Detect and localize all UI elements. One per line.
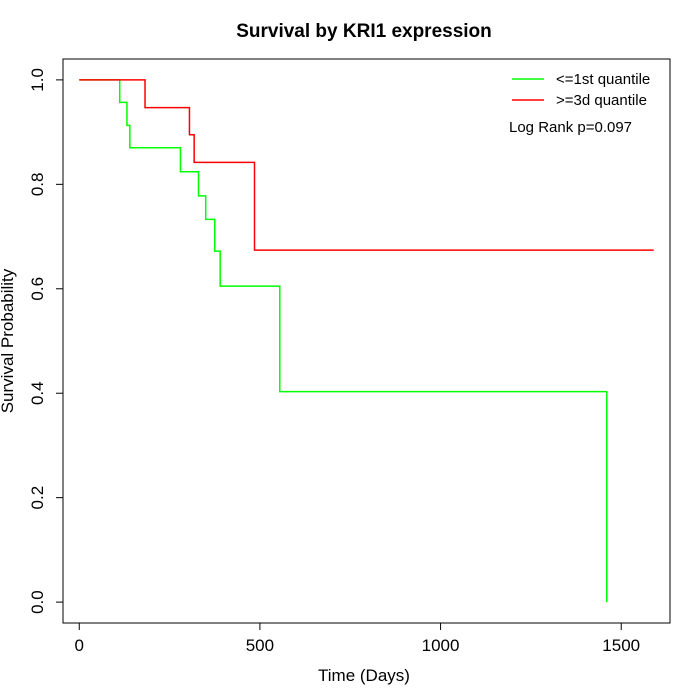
y-axis: 0.0 0.2 0.4 0.6 0.8 1.0: [28, 68, 64, 614]
y-tick-label: 0.2: [28, 486, 47, 510]
plot-frame: [62, 58, 671, 624]
y-tick-label: 0.8: [28, 173, 47, 197]
y-tick-label: 0.4: [28, 381, 47, 405]
y-tick-label: 0.6: [28, 277, 47, 301]
x-axis: 0 500 1000 1500: [75, 622, 640, 655]
chart-title: Survival by KRI1 expression: [236, 21, 492, 42]
x-axis-label: Time (Days): [318, 666, 410, 685]
x-tick-label: 500: [246, 636, 274, 655]
legend-label-low: <=1st quantile: [556, 71, 650, 88]
y-tick-label: 0.0: [28, 590, 47, 614]
x-tick-label: 0: [75, 636, 84, 655]
x-tick-label: 1500: [602, 636, 640, 655]
log-rank-annotation: Log Rank p=0.097: [509, 119, 632, 136]
y-tick-label: 1.0: [28, 68, 47, 92]
x-tick-label: 1000: [422, 636, 460, 655]
legend: <=1st quantile >=3d quantile: [512, 71, 650, 109]
legend-label-high: >=3d quantile: [556, 92, 647, 109]
series-line-low-expression: [79, 79, 608, 603]
series-line-high-expression: [79, 79, 654, 251]
series-layer: [79, 79, 654, 603]
y-axis-label: Survival Probability: [0, 268, 17, 413]
